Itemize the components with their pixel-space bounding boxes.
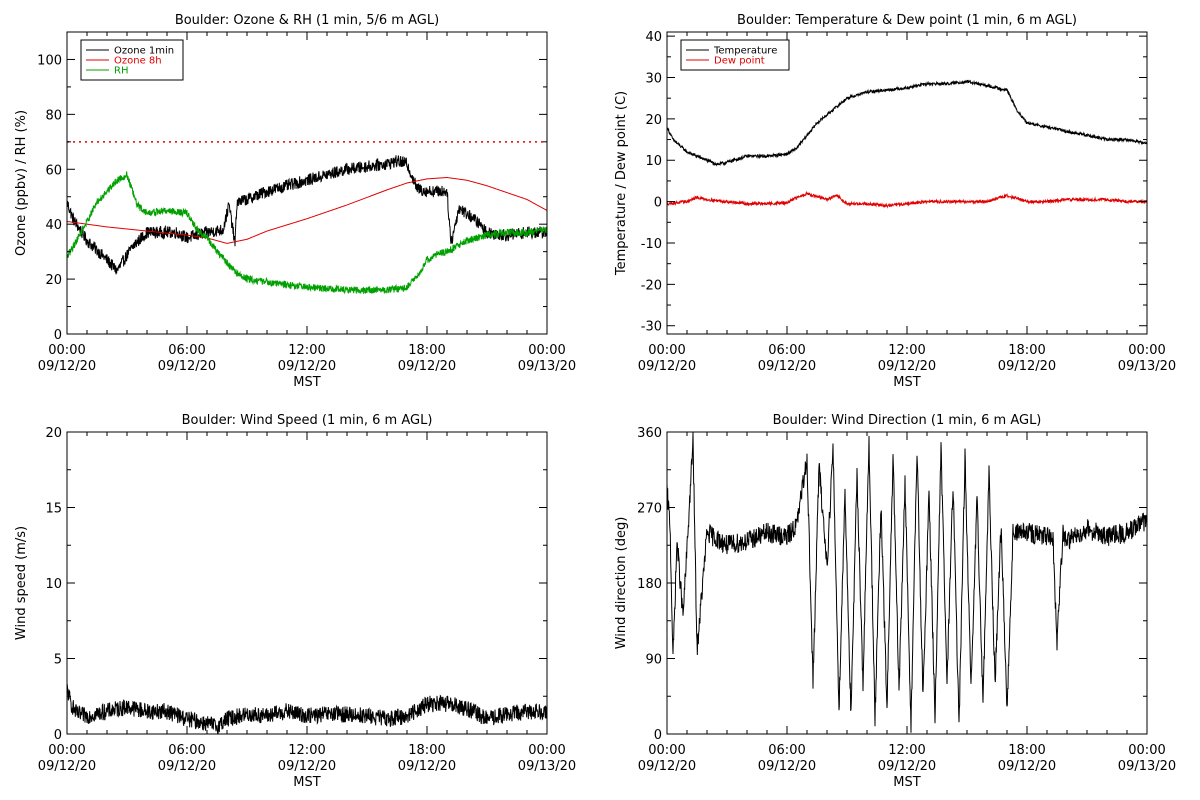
series-line-0 [667, 432, 1147, 733]
y-tick-label: 270 [637, 502, 662, 517]
x-tick-label-time: 12:00 [288, 343, 325, 358]
y-tick-label: 0 [54, 328, 62, 343]
y-axis-label: Ozone (ppbv) / RH (%) [14, 110, 29, 256]
x-tick-label-date: 09/12/20 [638, 359, 696, 374]
plot-frame [666, 31, 1148, 335]
legend-entry: Temperature [713, 46, 777, 57]
y-tick-label: 40 [645, 30, 662, 45]
y-tick-label: 100 [37, 53, 62, 68]
y-tick-label: 180 [637, 577, 662, 592]
y-tick-label: -10 [641, 237, 662, 252]
chart-panel-3: Boulder: Wind Direction (1 min, 6 m AGL)… [614, 413, 1176, 790]
x-axis-label: MST [893, 375, 920, 390]
y-axis-label: Wind speed (m/s) [14, 526, 29, 640]
x-tick-label-date: 09/13/20 [1118, 359, 1176, 374]
y-tick-label: 20 [45, 426, 62, 441]
x-tick-label-date: 09/12/20 [638, 759, 696, 774]
x-tick-label-date: 09/12/20 [278, 359, 336, 374]
x-tick-label-time: 00:00 [48, 743, 85, 758]
y-tick-label: 20 [45, 273, 62, 288]
x-axis-label: MST [293, 375, 320, 390]
legend-entry: Ozone 1min [114, 46, 174, 57]
y-tick-label: 10 [45, 577, 62, 592]
legend-box [680, 39, 790, 71]
y-tick-label: 20 [645, 113, 662, 128]
x-tick-label-time: 12:00 [888, 343, 925, 358]
series-line-0 [667, 79, 1147, 167]
y-tick-label: -30 [641, 320, 662, 335]
x-tick-label-date: 09/12/20 [758, 359, 816, 374]
x-tick-label-time: 00:00 [648, 343, 685, 358]
x-tick-label-time: 06:00 [768, 343, 805, 358]
y-tick-label: 360 [637, 426, 662, 441]
x-axis-label: MST [293, 775, 320, 790]
x-tick-label-time: 18:00 [408, 743, 445, 758]
y-axis-label: Temperature / Dew point (C) [614, 91, 629, 276]
x-tick-label-date: 09/12/20 [38, 759, 96, 774]
y-tick-label: 40 [45, 218, 62, 233]
chart-title: Boulder: Temperature & Dew point (1 min,… [737, 13, 1077, 28]
x-tick-label-date: 09/12/20 [158, 359, 216, 374]
y-tick-label: 60 [45, 163, 62, 178]
series-line-1 [667, 190, 1147, 209]
x-tick-label-date: 09/12/20 [758, 759, 816, 774]
chart-title: Boulder: Ozone & RH (1 min, 5/6 m AGL) [175, 13, 439, 28]
legend-entry: RH [114, 66, 128, 77]
y-tick-label: 0 [654, 728, 662, 743]
x-tick-label-date: 09/12/20 [878, 359, 936, 374]
x-tick-label-date: 09/13/20 [518, 759, 576, 774]
chart-panel-2: Boulder: Wind Speed (1 min, 6 m AGL) MST W… [14, 413, 576, 790]
x-tick-label-time: 00:00 [1128, 743, 1165, 758]
y-tick-label: 15 [45, 502, 62, 517]
x-tick-label-time: 00:00 [1128, 343, 1165, 358]
x-tick-label-time: 00:00 [648, 743, 685, 758]
y-tick-label: 80 [45, 108, 62, 123]
x-tick-label-date: 09/12/20 [158, 759, 216, 774]
y-tick-label: 90 [645, 653, 662, 668]
y-tick-label: 5 [54, 653, 62, 668]
x-tick-label-time: 00:00 [48, 343, 85, 358]
series-line-0 [67, 155, 547, 275]
y-tick-label: -20 [641, 278, 662, 293]
x-tick-label-date: 09/13/20 [1118, 759, 1176, 774]
x-axis-label: MST [893, 775, 920, 790]
plot-frame [66, 431, 548, 735]
legend-entry: Ozone 8h [114, 56, 162, 67]
x-tick-label-date: 09/12/20 [278, 759, 336, 774]
series-line-1 [67, 177, 547, 244]
x-tick-label-time: 18:00 [408, 343, 445, 358]
x-tick-label-date: 09/12/20 [878, 759, 936, 774]
x-tick-label-time: 12:00 [888, 743, 925, 758]
x-tick-label-time: 18:00 [1008, 343, 1045, 358]
x-tick-label-date: 09/13/20 [518, 359, 576, 374]
chart-panel-1: Boulder: Temperature & Dew point (1 min,… [614, 13, 1176, 390]
chart-panel-0: Boulder: Ozone & RH (1 min, 5/6 m AGL) MS… [14, 13, 576, 390]
x-tick-label-date: 09/12/20 [38, 359, 96, 374]
y-axis-label: Wind direction (deg) [614, 517, 629, 650]
y-tick-label: 10 [645, 154, 662, 169]
y-tick-label: 0 [654, 196, 662, 211]
y-tick-label: 0 [54, 728, 62, 743]
x-tick-label-date: 09/12/20 [398, 759, 456, 774]
x-tick-label-time: 12:00 [288, 743, 325, 758]
x-tick-label-date: 09/12/20 [998, 759, 1056, 774]
chart-title: Boulder: Wind Direction (1 min, 6 m AGL) [773, 413, 1042, 428]
x-tick-label-time: 00:00 [528, 343, 565, 358]
x-tick-label-time: 18:00 [1008, 743, 1045, 758]
x-tick-label-time: 06:00 [768, 743, 805, 758]
y-tick-label: 30 [645, 72, 662, 87]
series-line-0 [67, 683, 547, 734]
chart-title: Boulder: Wind Speed (1 min, 6 m AGL) [182, 413, 433, 428]
x-tick-label-date: 09/12/20 [398, 359, 456, 374]
x-tick-label-time: 00:00 [528, 743, 565, 758]
legend-entry: Dew point [714, 56, 765, 67]
series-line-2 [67, 171, 547, 295]
x-tick-label-date: 09/12/20 [998, 359, 1056, 374]
x-tick-label-time: 06:00 [168, 343, 205, 358]
x-tick-label-time: 06:00 [168, 743, 205, 758]
